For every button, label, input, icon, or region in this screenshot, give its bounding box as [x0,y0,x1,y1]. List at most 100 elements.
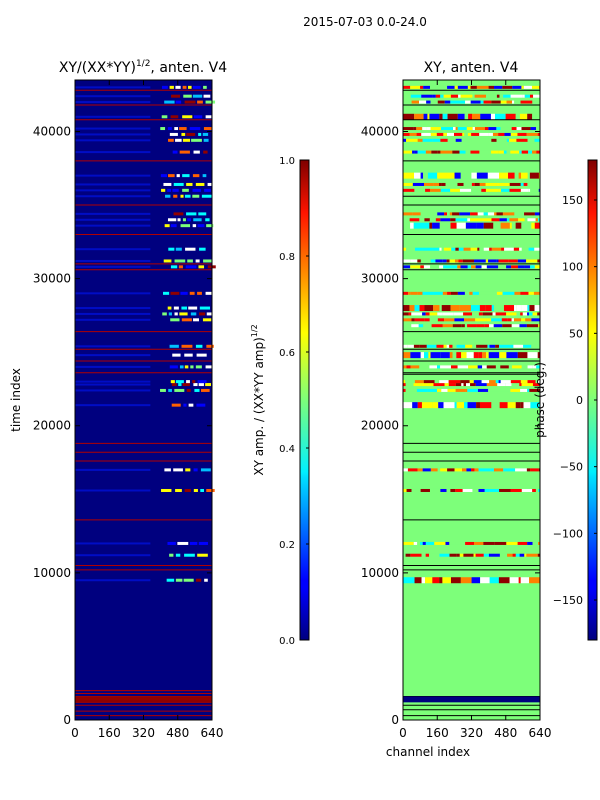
phase-x-tick-label: 160 [426,726,449,740]
phase-data-row [403,324,540,328]
phase-data-row [403,344,540,348]
amplitude-panel: XY/(XX*YY)1/2, anten. V4 0 160 320 480 640 0… [9,59,227,740]
phase-y-tick-label: 20000 [361,419,399,433]
amp-data-row [75,127,213,131]
amp-data-row [75,132,209,136]
amp-data-row [75,212,207,216]
phase-panel-title: XY, anten. V4 [424,60,519,76]
phase-x-tick-label: 320 [460,726,483,740]
phase-data-row [403,218,540,222]
amp-data-row [75,353,207,357]
amp-y-axis: 0 10000 20000 30000 40000 [33,124,212,727]
amp-data-row [75,100,216,104]
phase-data-row [403,388,540,392]
phase-y-tick-label: 40000 [361,124,399,138]
amp-data-row [75,194,213,198]
amp-data-row [75,388,210,392]
amp-data-row [75,365,213,369]
amp-data-row [75,150,208,154]
phase-data-row [403,259,540,263]
phase-x-axis: 0 160 320 480 640 [399,80,551,740]
phase-data-row [403,312,540,316]
phase-data-row [403,352,540,359]
amp-data-row [75,318,212,322]
amp-cbar-tick-label: 0.0 [279,636,295,647]
amp-data-row [75,115,212,119]
phase-data-row [403,380,540,384]
phase-colorbar-label: phase (deg.) [533,362,547,438]
amp-data-row [75,218,210,222]
phase-x-axis-label: channel index [386,745,470,759]
amp-data-row [75,306,211,310]
phase-data-row [403,247,540,251]
amp-data-row [75,383,211,387]
phase-data-row [403,318,540,322]
amp-flag-band [75,696,212,703]
phase-y-tick-label: 10000 [361,566,399,580]
phase-data-row [403,85,540,89]
phase-data-row [403,100,540,104]
phase-cbar-tick-label: 50 [569,327,583,340]
amp-data-row [75,380,207,384]
amp-y-tick-label: 0 [63,713,71,727]
phase-data-row [403,138,540,142]
phase-data-row [403,127,540,131]
phase-data-row [403,488,540,492]
phase-panel: XY, anten. V4 0 160 320 480 640 0 10000 20000 3… [361,60,552,759]
phase-cbar-tick-label: 0 [576,394,583,407]
phase-y-tick-label: 30000 [361,272,399,286]
amp-colorbar-gradient [299,159,310,641]
amp-data-row [75,344,214,348]
figure-suptitle: 2015-07-03 0.0-24.0 [303,15,427,29]
phase-data-row [403,132,540,136]
phase-data-row [403,365,540,369]
phase-x-tick-label: 0 [399,726,407,740]
amp-colorbar-label: XY amp. / (XX*YY amp)1/2 [250,324,266,475]
amp-y-tick-label: 30000 [33,272,71,286]
amp-cbar-tick-label: 0.2 [279,540,295,551]
amp-heatmap-background [75,80,212,720]
amp-x-tick-label: 0 [71,726,79,740]
amp-data-row [75,259,213,263]
phase-heatmap-background [403,80,540,720]
amp-x-tick-label: 320 [132,726,155,740]
amp-colorbar: 0.0 0.2 0.4 0.6 0.8 1.0 XY amp. / (XX*YY amp)… [250,156,310,647]
amp-y-axis-label: time index [9,368,23,432]
phase-data-row [403,383,540,387]
amp-cbar-tick-label: 0.4 [279,444,295,455]
amp-data-row [75,403,206,407]
phase-y-axis: 0 10000 20000 30000 40000 [361,124,540,727]
amp-colorbar-ticks: 0.0 0.2 0.4 0.6 0.8 1.0 [279,156,309,647]
amp-cbar-tick-label: 1.0 [279,156,295,167]
amp-data-row [75,182,212,186]
phase-heatmap [403,80,540,720]
amp-data-row [75,247,206,251]
phase-data-row [403,553,540,557]
amp-data-row [75,188,211,192]
phase-x-tick-label: 640 [529,726,552,740]
amp-y-tick-label: 20000 [33,419,71,433]
phase-data-row [403,94,540,98]
amp-cbar-tick-label: 0.8 [279,252,295,263]
amp-data-row [75,312,213,316]
amp-data-row [75,578,208,582]
amp-data-row [75,553,208,557]
phase-cbar-tick-label: −150 [553,594,583,607]
amp-data-row [75,174,207,178]
amp-x-axis: 0 160 320 480 640 [71,80,223,740]
amp-data-row [75,468,211,472]
phase-y-tick-label: 0 [391,713,399,727]
amp-panel-title: XY/(XX*YY)1/2, anten. V4 [59,59,227,76]
amp-data-row [75,94,211,98]
amp-y-tick-label: 40000 [33,124,71,138]
phase-cbar-tick-label: 100 [562,261,583,274]
amp-data-row [75,85,207,89]
amp-data-row [75,488,215,492]
phase-data-row [403,222,540,229]
phase-data-row [403,577,540,584]
amp-x-tick-label: 160 [98,726,121,740]
phase-colorbar: −150 −100 −50 0 50 100 150 phase (deg.) [533,159,598,641]
phase-cbar-tick-label: −100 [553,527,583,540]
phase-data-row [403,402,540,409]
